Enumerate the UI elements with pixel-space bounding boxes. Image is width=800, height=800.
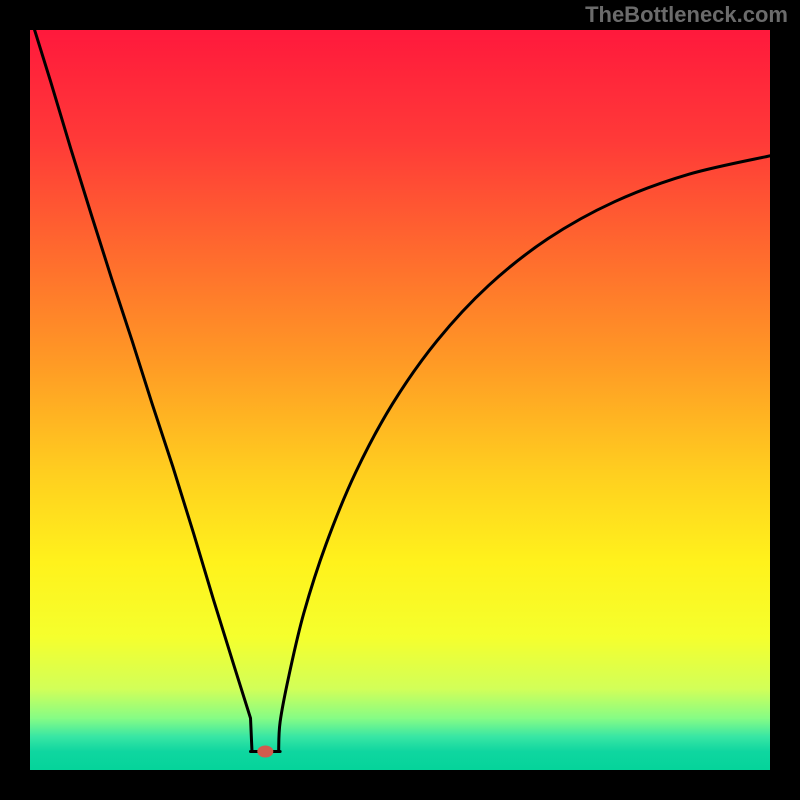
- gradient-background: [30, 30, 770, 770]
- chart-frame: TheBottleneck.com: [0, 0, 800, 800]
- plot-area: [30, 30, 770, 770]
- watermark-text: TheBottleneck.com: [585, 2, 788, 28]
- minimum-marker: [257, 746, 273, 758]
- plot-svg: [30, 30, 770, 770]
